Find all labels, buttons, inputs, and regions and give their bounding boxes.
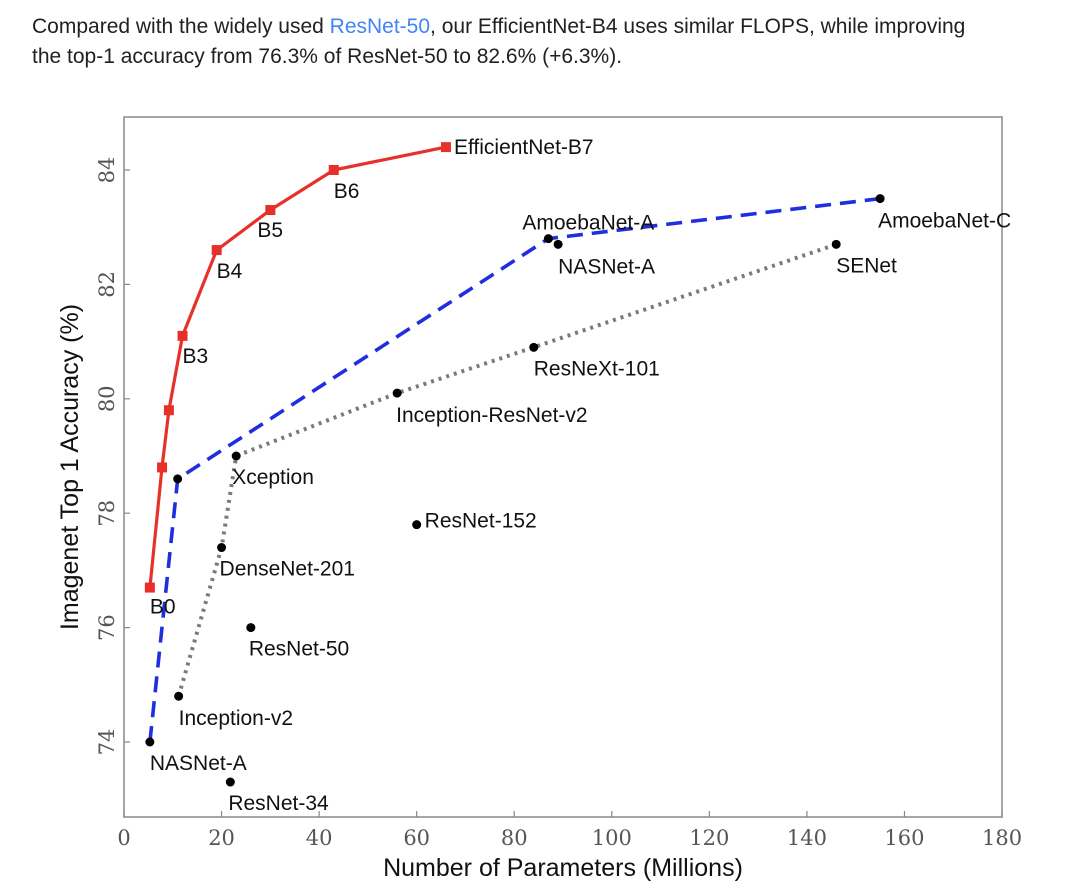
data-label: B3: [183, 345, 209, 368]
other-point: [217, 543, 227, 553]
efficientnet-point: [211, 245, 222, 256]
resnet50-link[interactable]: ResNet-50: [329, 15, 431, 38]
data-label: B4: [217, 260, 243, 283]
standalone-point: [553, 239, 563, 249]
efficientnet-point: [440, 142, 451, 153]
y-tick-label: 76: [95, 614, 119, 641]
x-tick-label: 20: [208, 826, 235, 850]
standalone-point: [412, 520, 422, 530]
data-label: AmoebaNet-A: [522, 212, 654, 235]
intro-line-1: Compared with the widely used ResNet-50,…: [32, 12, 1082, 42]
x-tick-label: 80: [501, 826, 528, 850]
data-label: Xception: [232, 466, 314, 489]
data-label: SENet: [836, 254, 897, 277]
data-label: B5: [257, 219, 283, 242]
other-point: [529, 342, 539, 352]
intro-text-post: , our EfficientNet-B4 uses similar FLOPS…: [430, 15, 966, 38]
amoeba-point: [173, 474, 183, 484]
intro-line-2: the top-1 accuracy from 76.3% of ResNet-…: [32, 45, 623, 68]
data-label: EfficientNet-B7: [454, 136, 594, 159]
data-label: AmoebaNet-C: [878, 210, 1011, 233]
efficientnet-point: [157, 462, 168, 473]
y-tick-label: 84: [95, 157, 119, 184]
other-series-line: [176, 242, 837, 697]
other-point: [392, 388, 402, 398]
data-label: NASNet-A: [558, 255, 655, 278]
data-label: ResNet-34: [228, 792, 329, 815]
data-label: ResNeXt-101: [534, 357, 660, 380]
data-label: B0: [150, 596, 176, 619]
efficientnet-point: [144, 582, 155, 593]
efficientnet-point: [265, 205, 276, 216]
amoeba-point: [543, 234, 553, 244]
x-tick-label: 60: [403, 826, 430, 850]
data-label: NASNet-A: [150, 752, 247, 775]
efficientnet-series-line: [148, 145, 447, 588]
efficientnet-point: [177, 330, 188, 341]
y-tick-label: 82: [95, 271, 119, 298]
plot-frame: [123, 116, 1003, 818]
amoeba-point: [875, 194, 885, 204]
other-point: [174, 691, 184, 701]
standalone-point: [246, 623, 256, 633]
efficientnet-point: [163, 405, 174, 416]
x-tick-label: 120: [689, 826, 729, 850]
data-label: ResNet-50: [249, 638, 349, 661]
y-axis-label: Imagenet Top 1 Accuracy (%): [56, 304, 84, 630]
x-tick-label: 160: [884, 826, 924, 850]
standalone-point: [225, 777, 235, 787]
x-tick-label: 180: [982, 826, 1022, 850]
other-point: [831, 239, 841, 249]
amoeba-point: [145, 737, 155, 747]
intro-paragraph: Compared with the widely used ResNet-50,…: [32, 12, 1082, 72]
data-label: Inception-v2: [179, 707, 293, 730]
other-point: [231, 451, 241, 461]
efficientnet-point: [328, 165, 339, 175]
y-tick-label: 78: [95, 500, 119, 527]
data-label: B6: [334, 180, 360, 203]
x-axis-label: Number of Parameters (Millions): [383, 854, 743, 882]
data-label: DenseNet-201: [220, 558, 355, 581]
amoeba-series-line: [148, 196, 881, 743]
data-label: ResNet-152: [425, 510, 537, 533]
x-tick-label: 40: [306, 826, 333, 850]
intro-text-pre: Compared with the widely used: [32, 15, 330, 38]
y-tick-label: 74: [95, 729, 119, 756]
y-tick-label: 80: [95, 385, 119, 412]
x-tick-label: 100: [592, 826, 632, 850]
data-label: Inception-ResNet-v2: [396, 404, 587, 427]
x-tick-label: 0: [117, 826, 130, 850]
x-tick-label: 140: [787, 826, 827, 850]
